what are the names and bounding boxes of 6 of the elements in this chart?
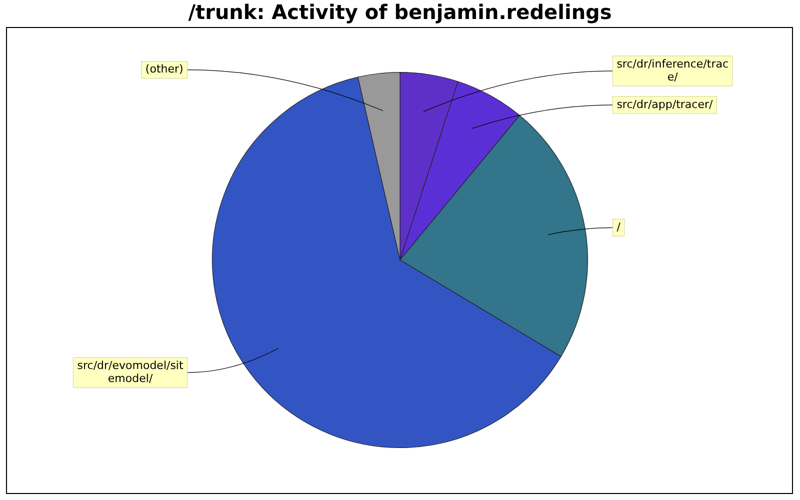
chart-title: /trunk: Activity of benjamin.redelings: [188, 0, 612, 24]
slice-label: /: [616, 220, 621, 234]
slice-label: src/dr/evomodel/sitemodel/: [77, 358, 184, 385]
slice-label: src/dr/app/tracer/: [616, 98, 713, 111]
slice-label: src/dr/inference/trace/: [616, 57, 729, 84]
slice-label: (other): [145, 62, 184, 76]
